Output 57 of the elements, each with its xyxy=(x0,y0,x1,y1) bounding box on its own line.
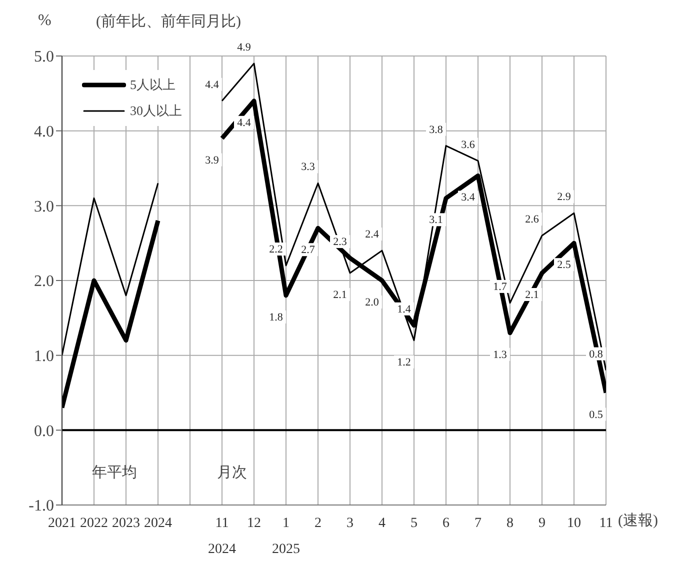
x-tick-label: 2023 xyxy=(112,516,140,531)
annotation: 年平均 xyxy=(92,464,137,482)
y-tick-label: 3.0 xyxy=(34,198,54,216)
data-label: 2.6 xyxy=(525,214,540,226)
x-tick-label: 5 xyxy=(410,516,418,531)
data-label: 2.9 xyxy=(557,191,572,204)
data-label: 4.4 xyxy=(205,78,220,91)
data-label: 2.3 xyxy=(333,236,348,248)
x-tick-label: 6 xyxy=(442,516,450,531)
x-tick-label: 11 2024 xyxy=(208,516,236,557)
data-label: 3.8 xyxy=(429,124,444,136)
x-tick-label: 8 xyxy=(506,516,514,531)
x-tick-label: 7 xyxy=(474,516,482,531)
text: (速報) xyxy=(618,512,658,530)
data-label: 3.1 xyxy=(429,214,443,226)
x-tick-label: 4 xyxy=(378,516,386,531)
y-tick-label: 0.0 xyxy=(34,422,54,440)
data-label: 3.6 xyxy=(461,138,476,151)
data-label: 2.4 xyxy=(365,228,380,241)
y-axis-title: % xyxy=(38,12,52,30)
data-label: 0.8 xyxy=(589,348,604,360)
x-tick-label: 1 2025 xyxy=(272,516,300,557)
data-label: 4.4 xyxy=(237,116,252,129)
data-label: 2.5 xyxy=(557,259,572,272)
chart-subtitle: (前年比、前年同月比) xyxy=(96,12,241,31)
data-label: 4.9 xyxy=(237,41,252,54)
data-label: 3.9 xyxy=(205,154,220,166)
data-label: 1.4 xyxy=(397,303,412,316)
data-label: 2.0 xyxy=(365,296,380,308)
x-tick-label: 2024 xyxy=(144,516,172,531)
legend-label: 5人以上 xyxy=(130,76,176,94)
y-tick-label: 5.0 xyxy=(34,48,54,66)
x-tick-label: 3 xyxy=(346,516,354,531)
y-tick-label: -1.0 xyxy=(28,498,54,515)
annotation: 月次 xyxy=(217,464,247,482)
x-tick-label: 2022 xyxy=(80,516,108,531)
x-tick-label: 2021 xyxy=(48,516,76,531)
y-tick-label: 4.0 xyxy=(34,124,54,141)
x-tick-label: 2 xyxy=(314,516,322,531)
data-label: 1.7 xyxy=(493,280,508,293)
data-label: 2.1 xyxy=(525,289,539,302)
data-label: 1.8 xyxy=(269,311,284,324)
data-label: 2.1 xyxy=(333,289,347,302)
data-label: 2.2 xyxy=(269,244,283,256)
data-label: 1.3 xyxy=(493,348,508,361)
data-label: 0.5 xyxy=(589,408,604,421)
x-tick-label: 12 xyxy=(247,516,261,531)
legend-label: 30人以上 xyxy=(130,102,182,120)
data-label: 2.7 xyxy=(301,244,316,256)
y-tick-label: 1.0 xyxy=(34,348,54,366)
y-tick-label: 2.0 xyxy=(34,273,54,290)
x-tick-label: 10 xyxy=(567,516,581,531)
x-tick-label: 9 xyxy=(538,516,546,531)
data-label: 1.2 xyxy=(397,356,411,368)
data-label: 3.3 xyxy=(301,161,316,174)
x-tick-label: 11 xyxy=(599,516,613,531)
data-label: 3.4 xyxy=(461,192,476,204)
